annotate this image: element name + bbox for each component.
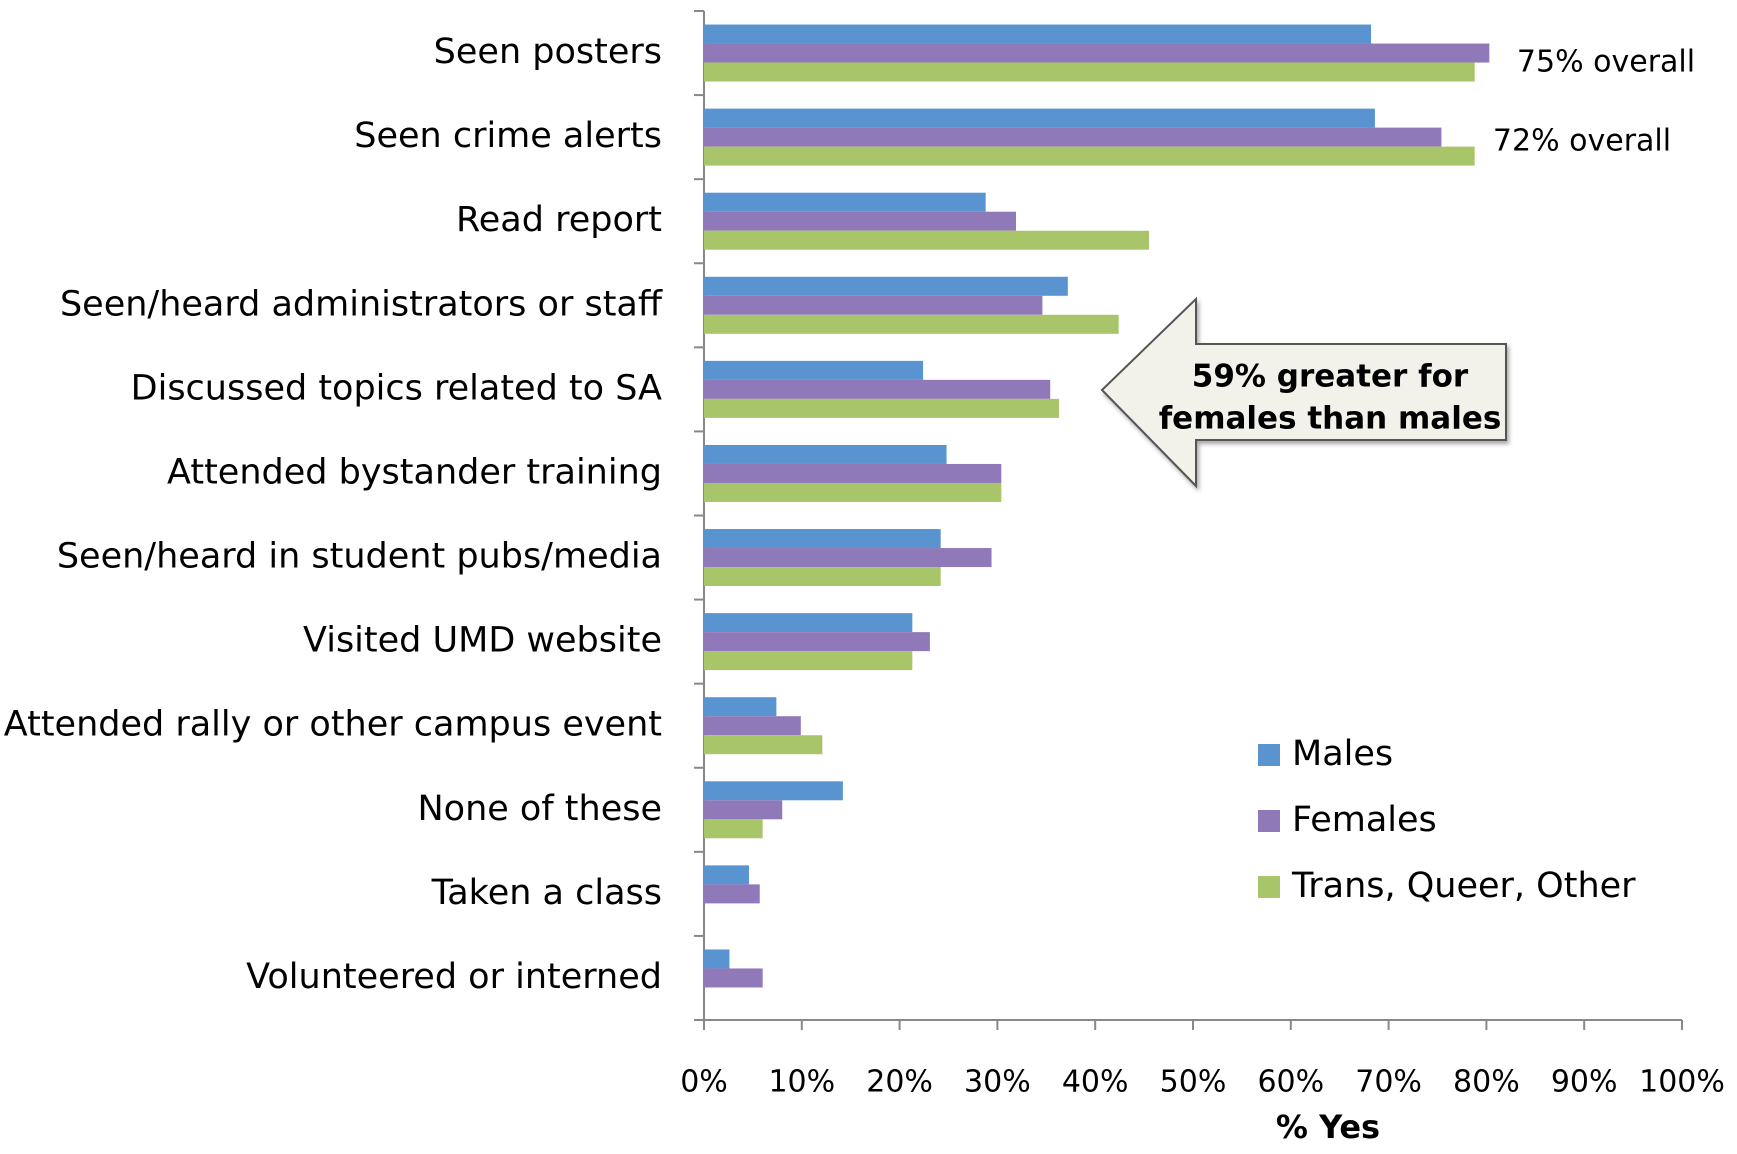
x-tick-label: 20%: [866, 1065, 933, 1100]
bar: [704, 398, 1060, 418]
bar: [704, 24, 1371, 44]
bar: [704, 819, 763, 839]
y-tick-label: Attended rally or other campus event: [4, 705, 662, 745]
bar: [704, 613, 913, 633]
bar: [704, 529, 941, 549]
bar: [704, 295, 1043, 315]
bar: [704, 482, 1002, 502]
y-tick-label: Seen/heard administrators or staff: [60, 284, 663, 324]
bar: [704, 230, 1149, 250]
x-tick-label: 30%: [964, 1065, 1031, 1100]
bar: [704, 444, 947, 464]
x-tick-label: 70%: [1355, 1065, 1422, 1100]
x-tick-label: 100%: [1639, 1065, 1725, 1100]
bar: [704, 781, 843, 801]
bar: [704, 463, 1002, 483]
bar: [704, 735, 823, 755]
bar: [704, 62, 1475, 82]
x-tick-label: 80%: [1453, 1065, 1520, 1100]
legend-swatch: [1258, 876, 1280, 898]
bar: [704, 108, 1375, 128]
annotation: 75% overall: [1517, 45, 1695, 80]
bar: [704, 146, 1475, 166]
legend-label: Males: [1292, 734, 1393, 774]
bar: [704, 800, 783, 820]
y-tick-label: None of these: [417, 789, 662, 829]
bar: [704, 276, 1068, 296]
legend-label: Females: [1292, 800, 1437, 840]
bar: [704, 697, 777, 717]
y-tick-label: Seen posters: [434, 32, 662, 72]
bar: [704, 651, 913, 671]
callout-text: 59% greater for: [1192, 359, 1469, 395]
callout-arrow: [1100, 296, 1507, 489]
x-tick-label: 50%: [1160, 1065, 1227, 1100]
bar: [704, 43, 1490, 63]
annotation: 72% overall: [1493, 124, 1671, 159]
legend-swatch: [1258, 744, 1280, 766]
bar: [704, 716, 801, 736]
callout-text: females than males: [1159, 401, 1502, 437]
y-tick-label: Read report: [456, 200, 662, 240]
bar: [704, 567, 941, 587]
y-tick-label: Seen crime alerts: [354, 116, 662, 156]
bar: [704, 192, 986, 212]
bar: [704, 865, 749, 885]
bar: [704, 127, 1442, 147]
x-tick-label: 10%: [768, 1065, 835, 1100]
y-tick-label: Visited UMD website: [303, 621, 662, 661]
bar: [704, 632, 930, 652]
bar: [704, 314, 1119, 334]
x-tick-label: 90%: [1551, 1065, 1618, 1100]
bar: [704, 379, 1051, 399]
y-tick-label: Discussed topics related to SA: [131, 368, 662, 408]
bar: [704, 360, 924, 380]
bar: [704, 548, 992, 568]
bar: [704, 211, 1016, 231]
x-axis-label: % Yes: [1276, 1108, 1380, 1146]
bar: [704, 949, 730, 969]
x-tick-label: 40%: [1062, 1065, 1129, 1100]
x-tick-label: 0%: [680, 1065, 728, 1100]
y-tick-label: Taken a class: [431, 873, 662, 913]
y-tick-label: Volunteered or interned: [246, 957, 662, 997]
legend-label: Trans, Queer, Other: [1291, 866, 1636, 906]
legend-swatch: [1258, 810, 1280, 832]
bar: [704, 968, 763, 988]
x-tick-label: 60%: [1257, 1065, 1324, 1100]
bar: [704, 884, 760, 904]
y-tick-label: Attended bystander training: [167, 452, 662, 492]
y-tick-label: Seen/heard in student pubs/media: [57, 537, 662, 577]
